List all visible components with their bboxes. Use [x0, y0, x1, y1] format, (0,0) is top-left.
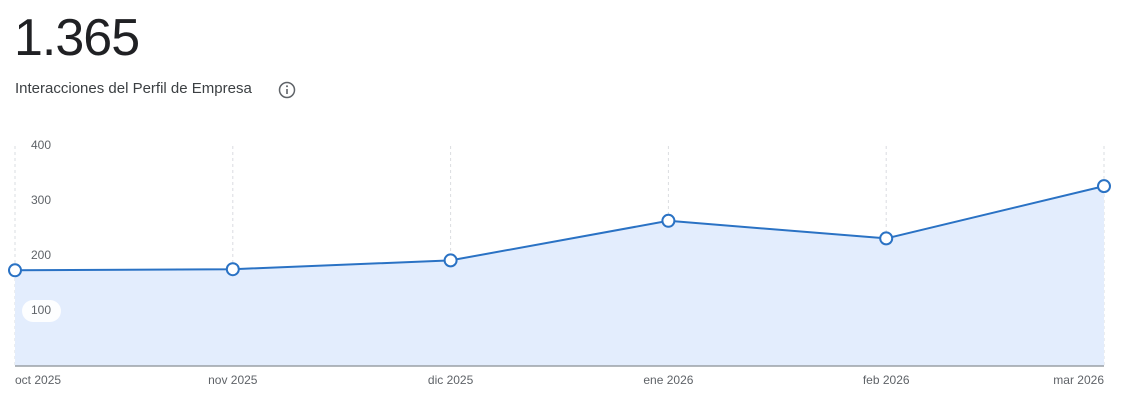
x-tick-label: ene 2026: [643, 373, 693, 387]
point: [8, 263, 22, 278]
point: [443, 253, 458, 268]
area: [15, 186, 1104, 366]
point: [661, 213, 676, 228]
headline-value: 1.365: [14, 9, 140, 67]
y-tick-label-bg: [22, 135, 61, 157]
y-tick-label: 200: [31, 248, 51, 262]
y-tick-label-bg: [22, 245, 61, 267]
point: [225, 262, 240, 277]
point: [879, 231, 894, 246]
x-tick-label: oct 2025: [15, 373, 61, 387]
point: [1097, 179, 1111, 194]
y-tick-label-bg: [22, 190, 61, 212]
y-tick-label: 300: [31, 193, 51, 207]
y-tick-label-bg: [22, 300, 61, 322]
x-tick-label: mar 2026: [1053, 373, 1104, 387]
x-tick-label: dic 2025: [428, 373, 474, 387]
x-tick-label: nov 2025: [208, 373, 258, 387]
y-tick-label: 400: [31, 138, 51, 152]
info-icon[interactable]: [278, 81, 296, 99]
y-tick-label: 100: [31, 303, 51, 317]
metric-label: Interacciones del Perfil de Empresa: [15, 80, 252, 97]
x-tick-label: feb 2026: [863, 373, 910, 387]
line: [14, 185, 1105, 272]
